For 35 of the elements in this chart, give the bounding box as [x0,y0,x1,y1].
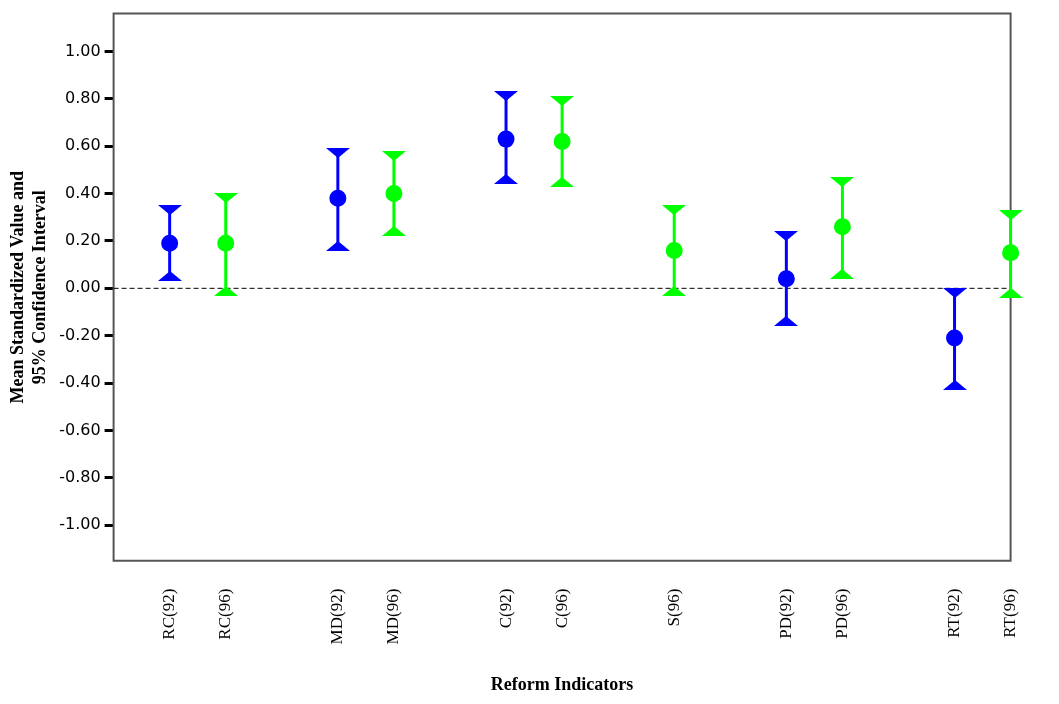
point [553,132,571,150]
point [665,241,683,259]
y-tick-label: -0.80 [59,466,101,486]
x-tick-label: PD(96) [831,588,851,639]
y-tick-label: 0.40 [64,182,101,202]
y-tick-label: -0.20 [59,324,101,344]
x-tick-label: S(96) [663,588,683,627]
x-tick-label: RT(92) [944,588,964,638]
point [497,130,515,148]
x-tick-label: MD(96) [383,588,403,645]
y-axis-title: Mean Standardized Value and 95% Confidence Interval [7,170,50,404]
x-tick-label: RC(96) [215,588,235,640]
y-tick-label: 0.20 [64,230,101,250]
point [833,218,851,236]
x-tick-label: C(96) [551,588,571,629]
x-tick-label: RC(92) [159,588,179,640]
point [161,234,179,252]
point [1002,244,1020,262]
point [385,185,403,203]
y-tick-label: 0.60 [64,135,101,155]
point [329,189,347,207]
point [217,234,235,252]
y-tick-label: 1.00 [64,40,101,60]
y-tick-label: 0.00 [64,277,101,297]
y-tick-label: -1.00 [59,514,101,534]
point [777,270,795,288]
x-tick-label: PD(92) [775,588,795,639]
x-tick-label: MD(92) [327,588,347,645]
y-tick-label: 0.80 [64,88,101,108]
x-tick-label: RT(96) [1000,588,1020,638]
x-tick-label: C(92) [495,588,515,629]
y-tick-label: -0.40 [59,372,101,392]
point [946,329,964,347]
x-axis-title: Reform Indicators [490,673,634,694]
y-tick-label: -0.60 [59,419,101,439]
